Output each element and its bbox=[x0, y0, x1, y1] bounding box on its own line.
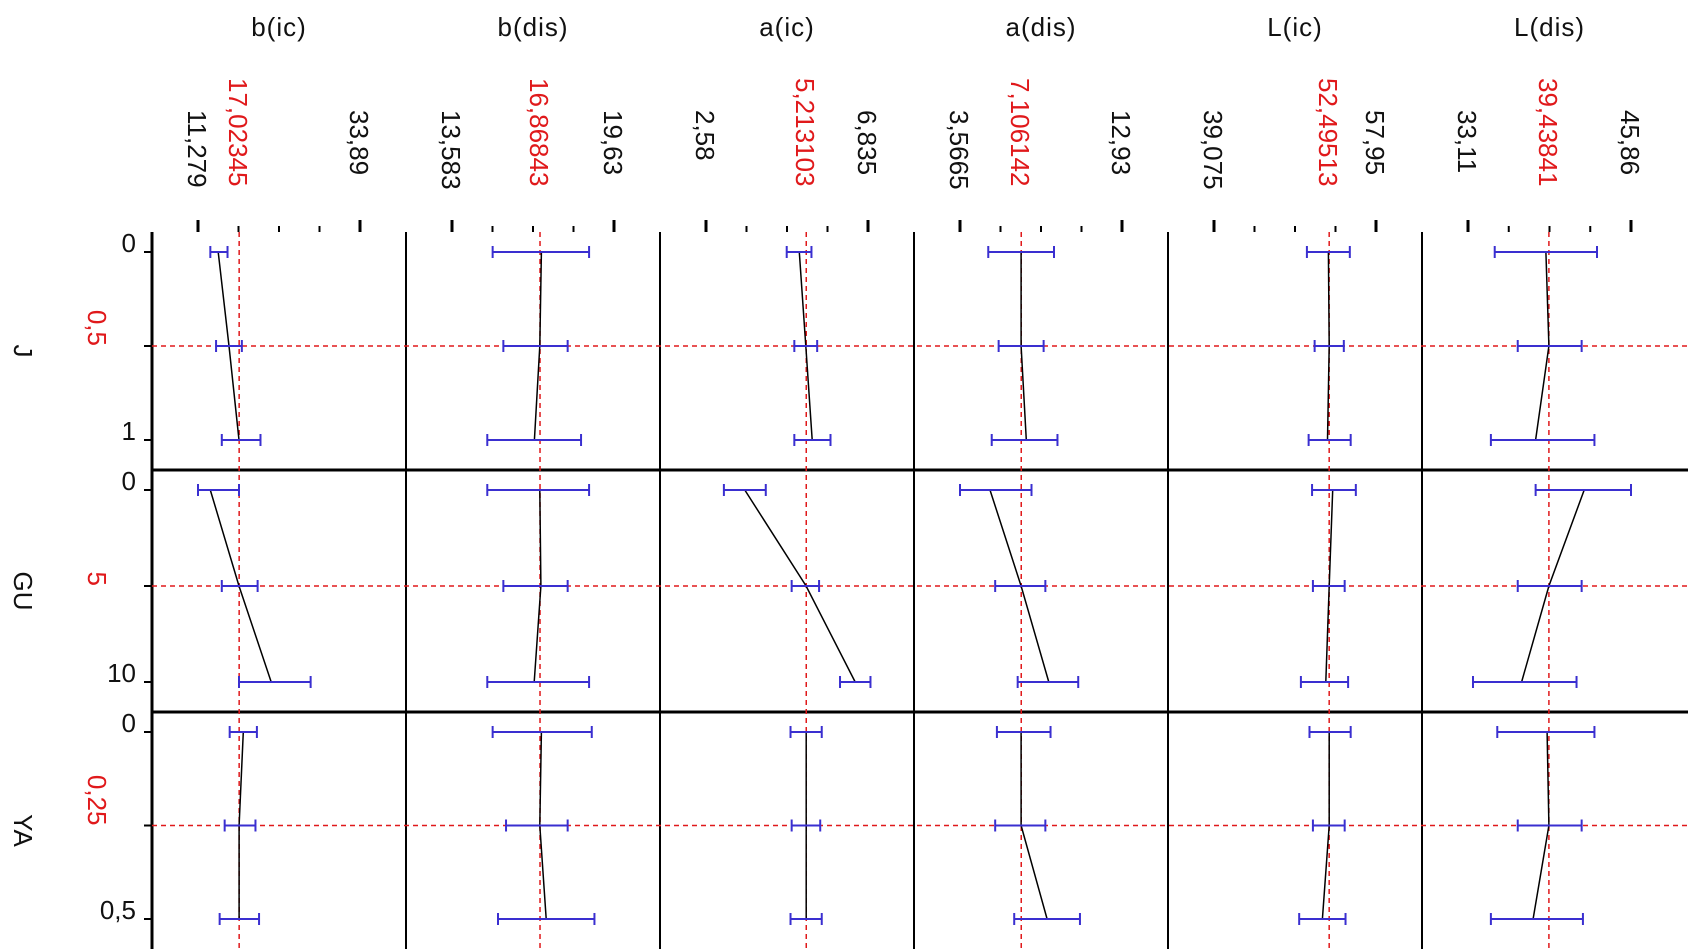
current-value-label: 5 bbox=[82, 572, 112, 586]
current-value-label: 5,213103 bbox=[790, 78, 820, 186]
current-value-label: 16,86843 bbox=[524, 78, 554, 186]
current-value-label: 0,25 bbox=[82, 775, 112, 826]
x-tick-label: 39,075 bbox=[1198, 110, 1228, 190]
column-title: a(ic) bbox=[759, 12, 815, 42]
x-tick-label: 19,63 bbox=[598, 110, 628, 175]
x-tick-label: 3,5665 bbox=[944, 110, 974, 190]
y-tick-label: 0 bbox=[122, 466, 136, 496]
x-tick-label: 12,93 bbox=[1106, 110, 1136, 175]
column-title: L(ic) bbox=[1267, 12, 1323, 42]
current-value-label: 7,106142 bbox=[1005, 78, 1035, 186]
current-value-label: 17,02345 bbox=[223, 78, 253, 186]
x-tick-label: 57,95 bbox=[1360, 110, 1390, 175]
x-tick-label: 33,11 bbox=[1452, 110, 1482, 173]
x-tick-label: 33,89 bbox=[344, 110, 374, 175]
x-tick-label: 13,583 bbox=[436, 110, 466, 190]
y-tick-label: 0 bbox=[122, 228, 136, 258]
y-tick-label: 1 bbox=[122, 416, 136, 446]
column-title: b(ic) bbox=[251, 12, 307, 42]
column-title: a(dis) bbox=[1005, 12, 1076, 42]
current-value-label: 52,49513 bbox=[1313, 78, 1343, 186]
column-title: b(dis) bbox=[497, 12, 568, 42]
current-value-label: 39,43841 bbox=[1533, 78, 1563, 186]
y-tick-label: 0,5 bbox=[100, 895, 136, 925]
row-label: GU bbox=[8, 572, 38, 611]
x-tick-label: 11,279 bbox=[182, 110, 212, 188]
y-tick-label: 10 bbox=[107, 658, 136, 688]
x-tick-label: 45,86 bbox=[1615, 110, 1645, 175]
row-label: J bbox=[8, 345, 38, 358]
x-tick-label: 6,835 bbox=[852, 110, 882, 175]
y-tick-label: 0 bbox=[122, 708, 136, 738]
column-title: L(dis) bbox=[1514, 12, 1585, 42]
x-tick-label: 2,58 bbox=[690, 110, 720, 161]
row-label: YA bbox=[8, 814, 38, 847]
current-value-label: 0,5 bbox=[82, 310, 112, 346]
